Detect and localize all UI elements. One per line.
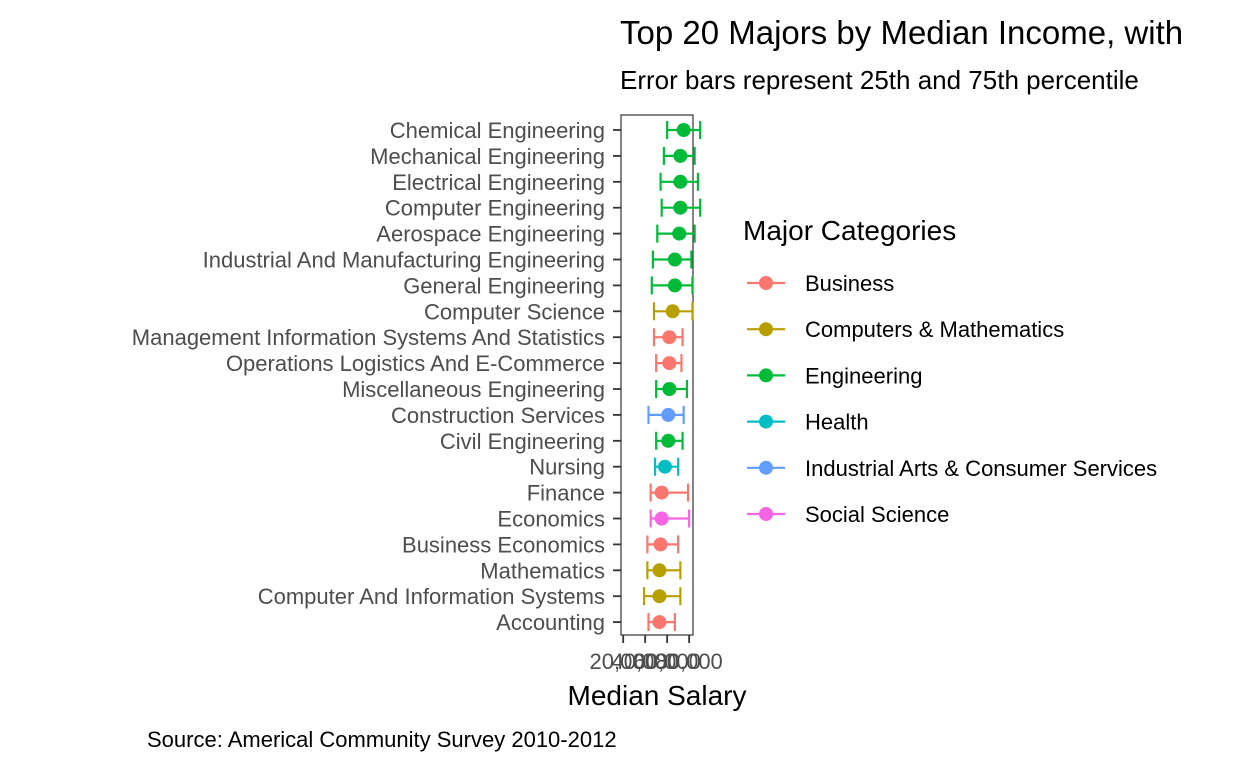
- legend-entry: Health: [747, 410, 869, 435]
- chart-subtitle: Error bars represent 25th and 75th perce…: [620, 65, 1139, 95]
- data-point: [672, 226, 687, 241]
- y-tick-label: Construction Services: [391, 403, 605, 428]
- legend-key-point: [759, 276, 773, 290]
- data-point: [676, 123, 691, 137]
- y-tick-label: Mathematics: [480, 558, 605, 583]
- y-tick-label: Civil Engineering: [440, 429, 605, 454]
- y-tick-label: Aerospace Engineering: [376, 222, 605, 247]
- data-point: [662, 382, 677, 396]
- y-tick-label: Computer Engineering: [385, 196, 605, 221]
- y-tick-label: Management Information Systems And Stati…: [132, 325, 605, 350]
- legend-key-point: [759, 368, 773, 383]
- legend-label: Engineering: [805, 363, 922, 388]
- plot-panel: [620, 114, 694, 636]
- data-point: [673, 200, 688, 215]
- y-tick-label: Accounting: [496, 610, 605, 635]
- data-point: [657, 459, 672, 474]
- data-point: [652, 589, 667, 604]
- data-point: [662, 330, 677, 345]
- data-point: [667, 252, 682, 267]
- legend-label: Computers & Mathematics: [805, 317, 1064, 342]
- x-tick-label: 20,000: [590, 649, 657, 674]
- legend-entry: Computers & Mathematics: [747, 317, 1064, 342]
- legend-entry: Business: [747, 271, 894, 296]
- legend-label: Health: [805, 410, 869, 435]
- y-tick-label: Finance: [527, 481, 605, 506]
- chart-title: Top 20 Majors by Median Income, with: [620, 14, 1183, 51]
- legend: Major Categories Business Computers & Mat…: [743, 215, 1157, 527]
- x-axis-title: Median Salary: [568, 680, 747, 711]
- y-tick-label: Nursing: [529, 455, 605, 480]
- legend-key-point: [759, 414, 773, 429]
- legend-entry: Social Science: [747, 502, 949, 527]
- y-tick-label: General Engineering: [403, 273, 605, 298]
- data-point: [667, 278, 682, 293]
- data-point: [665, 304, 680, 319]
- legend-title: Major Categories: [743, 215, 956, 246]
- legend-entry: Engineering: [747, 363, 922, 388]
- legend-key-point: [759, 507, 773, 521]
- y-tick-label: Chemical Engineering: [390, 118, 605, 143]
- y-tick-label: Computer And Information Systems: [258, 584, 605, 609]
- y-tick-label: Economics: [497, 507, 605, 532]
- y-tick-label: Operations Logistics And E-Commerce: [226, 351, 605, 376]
- y-tick-label: Industrial And Manufacturing Engineering: [203, 248, 605, 273]
- x-tick-label: 40,000: [612, 649, 679, 674]
- data-point: [653, 537, 668, 552]
- legend-label: Social Science: [805, 502, 949, 527]
- data-point: [673, 148, 688, 163]
- data-point: [661, 433, 676, 448]
- y-tick-label: Mechanical Engineering: [370, 144, 605, 169]
- data-point: [673, 174, 688, 189]
- y-tick-label: Miscellaneous Engineering: [342, 377, 605, 402]
- data-point: [661, 407, 676, 422]
- data-point: [654, 511, 669, 526]
- x-tick-label: 60,000: [634, 649, 701, 674]
- data-point: [662, 356, 677, 371]
- x-tick-label: 80,000: [656, 649, 723, 674]
- data-point: [654, 485, 669, 500]
- legend-label: Industrial Arts & Consumer Services: [805, 456, 1157, 481]
- legend-key-point: [759, 460, 773, 475]
- legend-entry: Industrial Arts & Consumer Services: [747, 456, 1157, 481]
- y-tick-label: Electrical Engineering: [392, 170, 605, 195]
- legend-label: Business: [805, 271, 894, 296]
- legend-key-point: [759, 322, 773, 337]
- chart-caption: Source: Americal Community Survey 2010-2…: [147, 727, 617, 752]
- data-point: [652, 615, 667, 630]
- y-tick-label: Computer Science: [424, 299, 605, 324]
- data-point: [652, 563, 667, 578]
- y-tick-label: Business Economics: [402, 532, 605, 557]
